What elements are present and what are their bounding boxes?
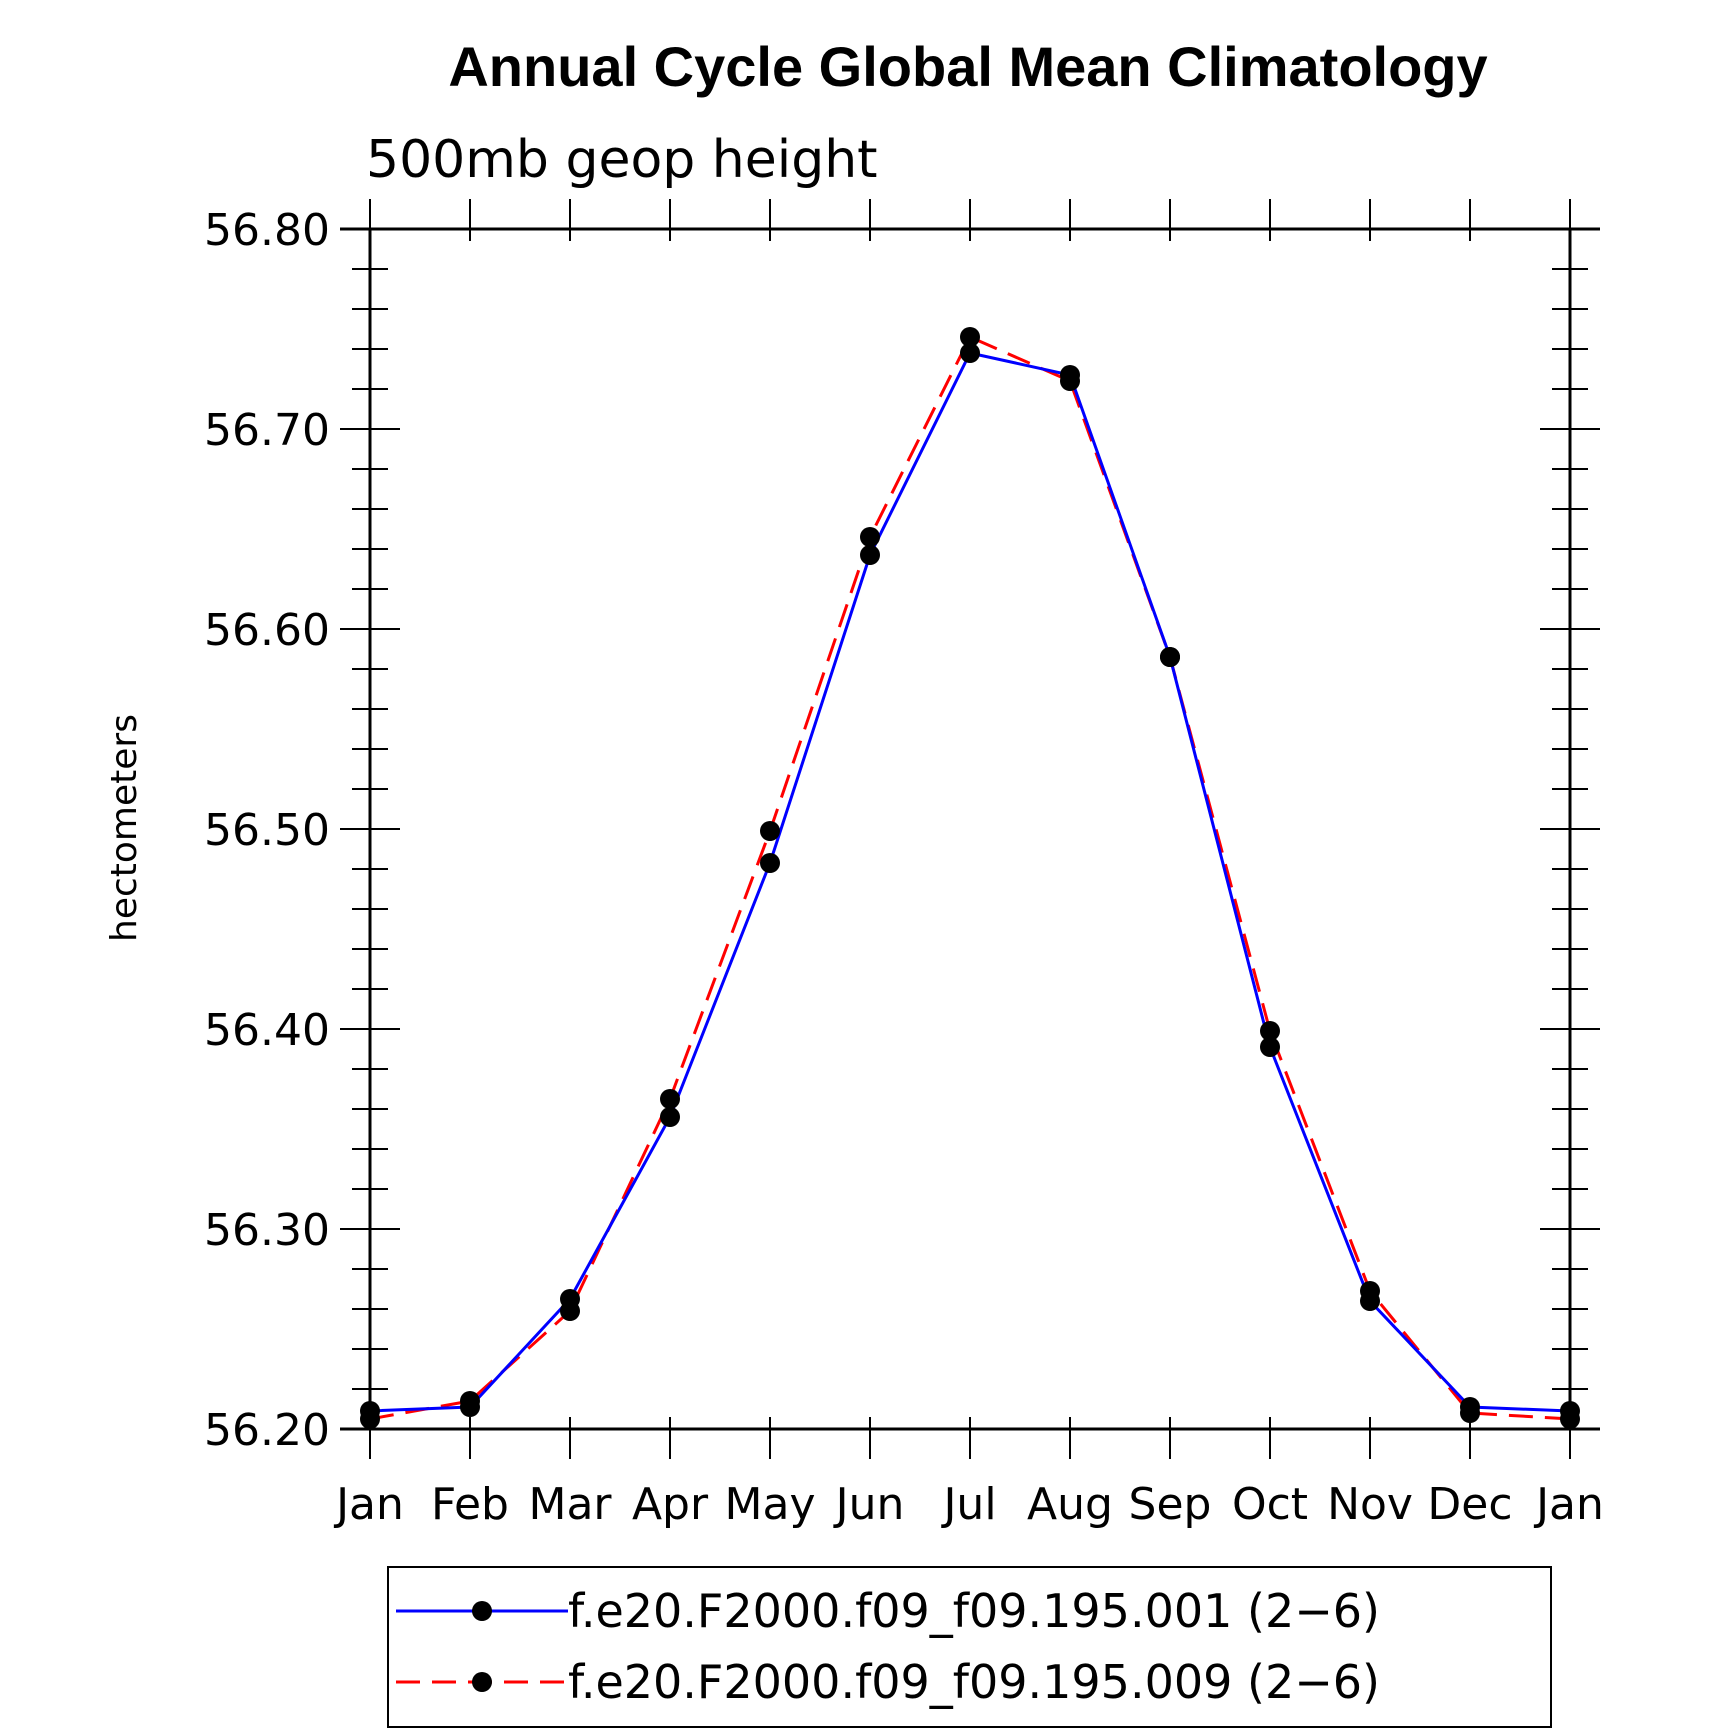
data-point-series-2	[1360, 1281, 1380, 1301]
y-tick-label: 56.40	[204, 1005, 330, 1056]
y-tick-label: 56.70	[204, 405, 330, 456]
x-tick-label: Apr	[632, 1479, 709, 1530]
x-tick-label: Mar	[528, 1479, 612, 1530]
data-point-series-1	[960, 343, 980, 363]
series-line-1	[369, 351, 1571, 1413]
x-tick-label: Nov	[1327, 1479, 1413, 1530]
x-tick-label: Jan	[1533, 1479, 1604, 1530]
x-tick-label: Feb	[431, 1479, 509, 1530]
x-tick-label: Jul	[940, 1479, 996, 1530]
x-tick-label: Jun	[833, 1479, 905, 1530]
y-tick-label: 56.50	[204, 805, 330, 856]
data-point-series-2	[760, 821, 780, 841]
data-point-series-2	[1260, 1021, 1280, 1041]
y-tick-label: 56.60	[204, 605, 330, 656]
x-tick-label: Jan	[333, 1479, 404, 1530]
data-point-series-2	[1560, 1409, 1580, 1429]
data-point-series-2	[1460, 1403, 1480, 1423]
data-point-series-2	[560, 1301, 580, 1321]
data-point-series-1	[660, 1107, 680, 1127]
x-tick-label: Dec	[1427, 1479, 1512, 1530]
data-point-series-2	[660, 1089, 680, 1109]
data-point-series-2	[460, 1391, 480, 1411]
y-tick-label: 56.20	[204, 1405, 330, 1456]
y-axis-label: hectometers	[104, 714, 145, 942]
data-point-series-2	[960, 327, 980, 347]
x-tick-label: May	[725, 1479, 816, 1530]
data-point-series-2	[1160, 647, 1180, 667]
chart-subtitle: 500mb geop height	[366, 130, 878, 190]
legend-marker-1	[472, 1601, 492, 1621]
data-point-series-2	[360, 1409, 380, 1429]
x-tick-label: Sep	[1129, 1479, 1212, 1530]
data-point-series-2	[860, 527, 880, 547]
legend: f.e20.F2000.f09_f09.195.001 (2−6) f.e20.F…	[387, 1566, 1552, 1728]
legend-label-1: f.e20.F2000.f09_f09.195.001 (2−6)	[568, 1584, 1380, 1638]
plot-frame	[368, 227, 1572, 1431]
series-layer	[360, 327, 1580, 1429]
legend-marker-2	[472, 1672, 492, 1692]
data-point-series-1	[1260, 1037, 1280, 1057]
x-tick-label: Oct	[1232, 1479, 1308, 1530]
data-point-series-1	[760, 853, 780, 873]
x-tick-label: Aug	[1027, 1479, 1113, 1530]
data-point-series-2	[1060, 371, 1080, 391]
chart-title: Annual Cycle Global Mean Climatology	[448, 35, 1487, 98]
legend-box	[387, 1566, 1552, 1728]
legend-label-2: f.e20.F2000.f09_f09.195.009 (2−6)	[568, 1655, 1380, 1709]
y-tick-label: 56.80	[204, 205, 330, 256]
y-tick-label: 56.30	[204, 1205, 330, 1256]
series-line-2	[369, 335, 1571, 1421]
data-point-series-1	[860, 545, 880, 565]
